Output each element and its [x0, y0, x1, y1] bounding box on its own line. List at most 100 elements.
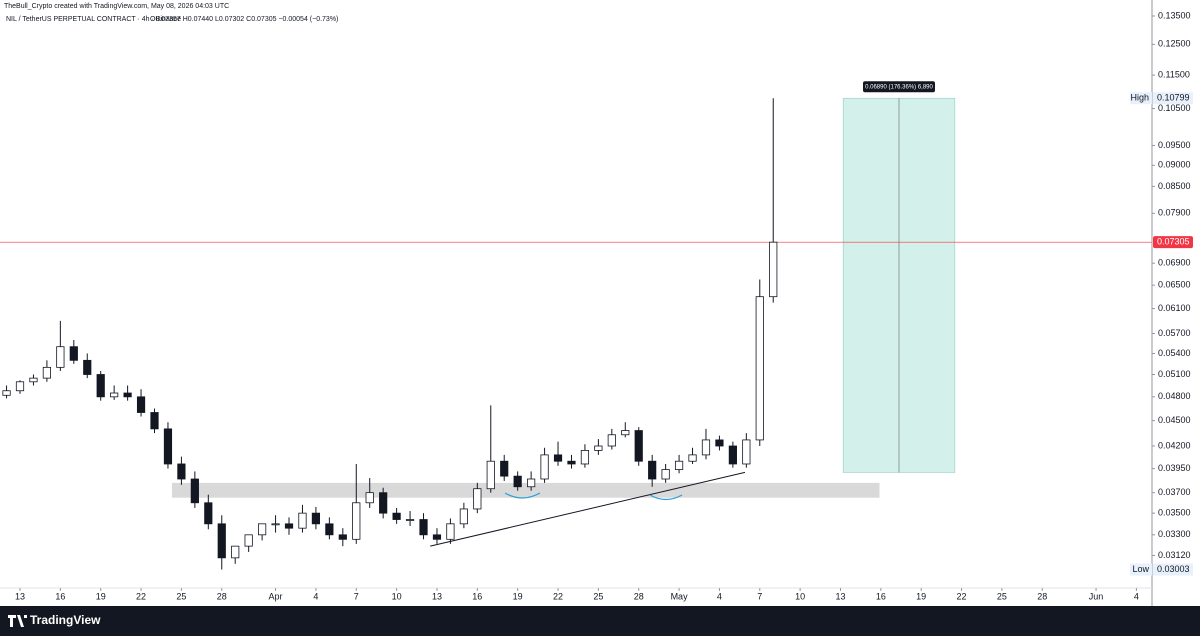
- y-tick-label: 0.03700: [1158, 487, 1191, 497]
- candle-body: [298, 512, 307, 529]
- swing-arc: [649, 494, 683, 501]
- candle-body: [352, 502, 361, 540]
- symbol: NIL / TetherUS PERPETUAL CONTRACT · 4h ·…: [6, 16, 181, 23]
- x-tick-label: 4: [313, 591, 318, 601]
- candle-body: [379, 492, 388, 514]
- candle-body: [69, 346, 78, 361]
- x-tick-label: 16: [876, 591, 886, 601]
- candle-body: [648, 460, 657, 480]
- x-tick-label: 25: [997, 591, 1007, 601]
- x-tick-label: May: [671, 591, 689, 601]
- candle-body: [432, 534, 442, 540]
- candle-body: [755, 296, 764, 441]
- x-tick-label: 10: [392, 591, 402, 601]
- candle-body: [163, 428, 173, 465]
- x-tick-label: 7: [757, 591, 762, 601]
- trendline: [430, 471, 746, 547]
- marker-label: Low: [1132, 564, 1149, 574]
- credit: TheBull_Crypto created with TradingView.…: [4, 3, 229, 10]
- y-tick-label: 0.12500: [1158, 39, 1191, 49]
- candle-body: [688, 454, 697, 462]
- candle-body: [338, 534, 347, 540]
- candle-body: [742, 439, 751, 465]
- candle-body: [271, 523, 280, 526]
- x-tick-label: 19: [96, 591, 106, 601]
- x-tick-label: 4: [1134, 591, 1139, 601]
- y-tick-label: 0.05400: [1158, 348, 1191, 358]
- x-tick-label: 22: [553, 591, 563, 601]
- candle-body: [284, 523, 294, 529]
- candle-body: [2, 390, 11, 396]
- marker-value-bg: [1153, 563, 1193, 576]
- y-tick-label: 0.03300: [1158, 529, 1191, 539]
- brand-logo: [8, 615, 27, 627]
- swing-arc: [504, 492, 541, 499]
- x-tick-label: 25: [176, 591, 186, 601]
- y-tick-label: 0.03500: [1158, 508, 1191, 518]
- candle-body: [110, 392, 119, 398]
- y-tick-label: 0.07900: [1158, 208, 1191, 218]
- candle-body: [540, 454, 549, 480]
- marker-label-bg: [1130, 563, 1152, 576]
- x-tick-label: 16: [472, 591, 482, 601]
- x-tick-label: 19: [916, 591, 926, 601]
- candle-body: [29, 377, 38, 383]
- candle-body: [701, 439, 711, 456]
- candle-body: [244, 534, 253, 547]
- candle-body: [83, 359, 92, 375]
- y-tick-label: 0.11500: [1158, 69, 1190, 79]
- brand: TradingView: [30, 613, 101, 627]
- x-tick-label: 16: [55, 591, 65, 601]
- x-tick-label: Apr: [269, 591, 283, 601]
- candle-body: [621, 430, 630, 436]
- y-tick-label: 0.10500: [1158, 103, 1191, 113]
- candle-body: [594, 445, 603, 451]
- plot-area: 0.06890 (176.36%) 6,890: [0, 81, 1152, 570]
- marker-value: 0.03003: [1157, 564, 1190, 574]
- candle-body: [459, 508, 468, 525]
- candle-body: [311, 512, 321, 525]
- candle-body: [136, 396, 146, 413]
- candle-body: [190, 478, 199, 504]
- x-tick-label: 28: [217, 591, 227, 601]
- y-tick-label: 0.04800: [1158, 391, 1191, 401]
- y-tick-label: 0.04200: [1158, 440, 1191, 450]
- candle-body: [204, 502, 213, 525]
- x-tick-label: 10: [795, 591, 805, 601]
- last-price-tag: [1153, 236, 1193, 249]
- candle-body: [96, 374, 105, 398]
- candle-body: [513, 475, 522, 488]
- y-tick-label: 0.06100: [1158, 303, 1191, 313]
- marker-value-bg: [1153, 92, 1193, 105]
- candle-body: [392, 512, 401, 520]
- position-label: 0.06890 (176.36%) 6,890: [865, 84, 933, 90]
- y-tick-label: 0.09000: [1158, 160, 1191, 170]
- last-price-label: 0.07305: [1157, 237, 1190, 247]
- y-tick-label: 0.03950: [1158, 463, 1191, 473]
- y-tick-label: 0.05100: [1158, 369, 1191, 379]
- y-tick-label: 0.04500: [1158, 415, 1191, 425]
- x-tick-label: 13: [432, 591, 442, 601]
- candle-body: [661, 469, 670, 480]
- candle-body: [325, 523, 334, 536]
- x-tick-label: 28: [634, 591, 644, 601]
- x-tick-label: 25: [593, 591, 603, 601]
- candle-body: [769, 241, 778, 298]
- ohlc: O0.07357 H0.07440 L0.07302 C0.07305 −0.0…: [150, 16, 338, 23]
- x-tick-label: Jun: [1089, 591, 1104, 601]
- candle-body: [258, 523, 267, 536]
- candle-body: [580, 450, 590, 465]
- x-tick-label: 7: [354, 591, 359, 601]
- candle-body: [486, 460, 495, 490]
- y-tick-label: 0.06900: [1158, 258, 1191, 268]
- candle-body: [473, 488, 482, 510]
- support-zone: [171, 482, 880, 498]
- candle-body: [527, 478, 536, 488]
- candle-body: [365, 492, 374, 504]
- x-tick-label: 4: [717, 591, 722, 601]
- candle-body: [500, 460, 509, 477]
- candle-body: [674, 460, 684, 470]
- y-tick-label: 0.03120: [1158, 550, 1191, 560]
